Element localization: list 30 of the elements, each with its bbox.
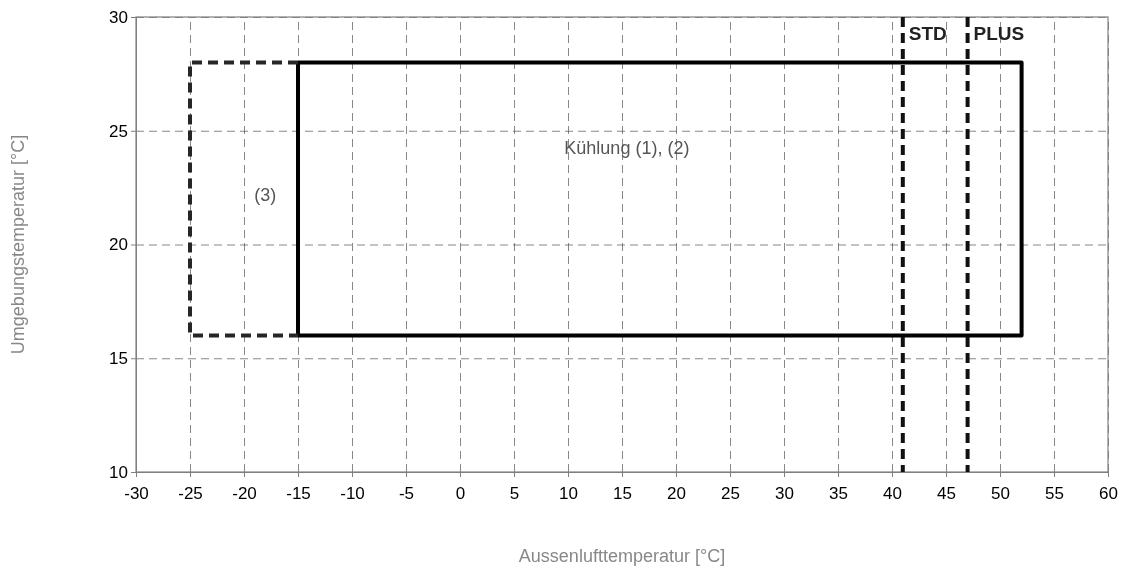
ref-line-label: STD <box>908 23 947 44</box>
y-tick-label: 20 <box>109 235 128 255</box>
x-tick-label: 55 <box>1045 483 1064 503</box>
x-tick-label: 15 <box>613 483 632 503</box>
x-tick-label: 45 <box>937 483 956 503</box>
x-tick-label: -30 <box>124 483 149 503</box>
y-axis-title: Umgebungstemperatur [°C] <box>8 134 28 355</box>
x-tick-label: -15 <box>286 483 311 503</box>
x-tick-label: 60 <box>1099 483 1118 503</box>
x-axis-title: Aussenlufttemperatur [°C] <box>518 546 726 566</box>
y-tick-label: 10 <box>109 462 128 482</box>
x-tick-label: 40 <box>883 483 902 503</box>
x-tick-label: 30 <box>775 483 794 503</box>
x-tick-label: 5 <box>509 483 520 503</box>
y-tick-label: 25 <box>109 121 128 141</box>
x-tick-label: 25 <box>721 483 740 503</box>
ref-line-label: PLUS <box>973 23 1025 44</box>
annotation: Kühlung (1), (2) <box>564 137 690 158</box>
y-tick-label: 15 <box>109 349 128 369</box>
x-tick-label: -25 <box>178 483 203 503</box>
x-tick-label: -20 <box>232 483 257 503</box>
x-tick-label: -5 <box>398 483 415 503</box>
x-tick-label: 35 <box>829 483 848 503</box>
annotation: (3) <box>254 185 277 206</box>
x-tick-label: 20 <box>667 483 686 503</box>
x-tick-label: 0 <box>455 483 466 503</box>
y-tick-label: 30 <box>109 7 128 27</box>
x-tick-label: 50 <box>991 483 1010 503</box>
x-tick-label: 10 <box>559 483 578 503</box>
x-tick-label: -10 <box>340 483 365 503</box>
